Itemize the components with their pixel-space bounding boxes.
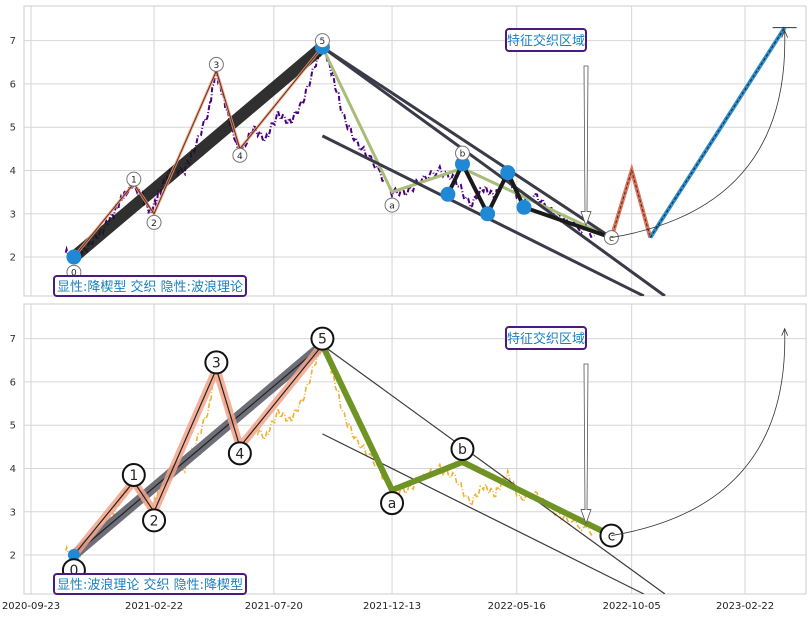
annotation-box bbox=[505, 326, 587, 350]
y-tick-label: 7 bbox=[10, 334, 16, 345]
correction-path bbox=[319, 343, 613, 539]
caption-box bbox=[53, 573, 247, 595]
curved-arrow bbox=[611, 329, 786, 536]
impulse-path bbox=[73, 46, 323, 258]
main-wave-line bbox=[67, 41, 329, 263]
annotation-text: 特征交织区域 bbox=[507, 33, 585, 49]
x-tick-label: 2021-02-22 bbox=[125, 601, 183, 612]
wave-label-circle bbox=[232, 147, 248, 163]
wave-label-circle bbox=[310, 326, 335, 351]
projection-red bbox=[610, 168, 651, 238]
wave-label-1: 1 bbox=[129, 468, 138, 484]
y-tick-label: 6 bbox=[10, 79, 16, 90]
x-tick-label: 2020-09-23 bbox=[2, 601, 60, 612]
wave-label-a: a bbox=[389, 202, 395, 212]
impulse-path bbox=[73, 344, 323, 556]
wave-label-circle bbox=[314, 33, 330, 49]
wave-label-circle bbox=[208, 56, 224, 72]
caption-text: 显性:波浪理论 交织 隐性:降楔型 bbox=[57, 577, 243, 593]
wedge-extended-line bbox=[321, 45, 666, 296]
start-point bbox=[67, 549, 80, 562]
y-tick-label: 4 bbox=[10, 464, 16, 475]
pivot-point bbox=[454, 156, 470, 172]
x-tick-label: 2022-05-16 bbox=[488, 601, 546, 612]
x-tick-label: 2023-02-22 bbox=[716, 601, 774, 612]
wave-label-circle bbox=[384, 197, 400, 213]
wave-label-3: 3 bbox=[214, 61, 220, 71]
y-tick-label: 3 bbox=[10, 507, 16, 518]
projection-blue bbox=[649, 27, 786, 238]
pivot-point bbox=[440, 186, 456, 202]
y-tick-label: 5 bbox=[10, 421, 16, 432]
wave-label-circle bbox=[142, 508, 167, 533]
annotation-arrow bbox=[580, 363, 592, 525]
wave-label-circle bbox=[204, 350, 229, 375]
wave-label-circle bbox=[227, 441, 252, 466]
wave-label-circle bbox=[121, 462, 146, 487]
y-tick-label: 2 bbox=[10, 253, 16, 264]
wave-label-2: 2 bbox=[151, 219, 157, 229]
y-tick-label: 4 bbox=[10, 166, 16, 177]
curved-arrow bbox=[611, 31, 786, 238]
wave-label-4: 4 bbox=[237, 152, 243, 162]
x-tick-label: 2022-10-05 bbox=[603, 601, 661, 612]
y-tick-label: 5 bbox=[10, 123, 16, 134]
caption-box bbox=[53, 275, 247, 297]
wave-label-c: c bbox=[608, 529, 616, 545]
wave-label-3: 3 bbox=[212, 355, 221, 371]
wave-label-5: 5 bbox=[320, 37, 326, 47]
curved-arrow-head bbox=[781, 327, 789, 336]
pivot-point bbox=[500, 165, 516, 181]
caption-text: 显性:降楔型 交织 隐性:波浪理论 bbox=[57, 279, 243, 295]
wave-label-c: c bbox=[609, 234, 614, 244]
y-tick-label: 7 bbox=[10, 36, 16, 47]
wave-label-2: 2 bbox=[150, 513, 159, 529]
x-tick-label: 2021-12-13 bbox=[363, 601, 421, 612]
wave-label-4: 4 bbox=[235, 446, 244, 462]
wave-label-circle bbox=[380, 491, 405, 516]
wave-label-circle bbox=[450, 437, 475, 461]
plot-area bbox=[23, 303, 807, 595]
wave-label-circle bbox=[454, 145, 470, 161]
pivot-point bbox=[480, 206, 496, 222]
annotation-text: 特征交织区域 bbox=[507, 331, 585, 347]
wave-label-circle bbox=[126, 171, 142, 187]
pivot-point bbox=[66, 249, 82, 265]
plot-content bbox=[24, 304, 806, 594]
y-tick-label: 3 bbox=[10, 209, 16, 220]
wedge-upper-line bbox=[321, 45, 613, 239]
wave-label-b: b bbox=[458, 442, 467, 458]
wave-label-5: 5 bbox=[318, 332, 327, 348]
plot-area bbox=[23, 5, 807, 297]
wave-label-0: 0 bbox=[69, 563, 78, 579]
wave-label-1: 1 bbox=[131, 176, 137, 186]
wave-label-0: 0 bbox=[71, 269, 77, 279]
wave-label-a: a bbox=[388, 496, 397, 512]
x-tick-label: 2021-07-20 bbox=[245, 601, 303, 612]
wave-label-circle bbox=[146, 214, 162, 230]
curved-arrow-head bbox=[781, 29, 789, 38]
annotation-box bbox=[505, 28, 587, 52]
y-tick-label: 6 bbox=[10, 377, 16, 388]
wave-label-b: b bbox=[460, 150, 466, 160]
main-wave-core bbox=[73, 344, 323, 556]
plot-content bbox=[24, 6, 806, 296]
y-tick-label: 2 bbox=[10, 551, 16, 562]
wedge-upper-line bbox=[322, 344, 666, 594]
pivot-point bbox=[516, 199, 532, 215]
annotation-arrow bbox=[580, 65, 592, 227]
